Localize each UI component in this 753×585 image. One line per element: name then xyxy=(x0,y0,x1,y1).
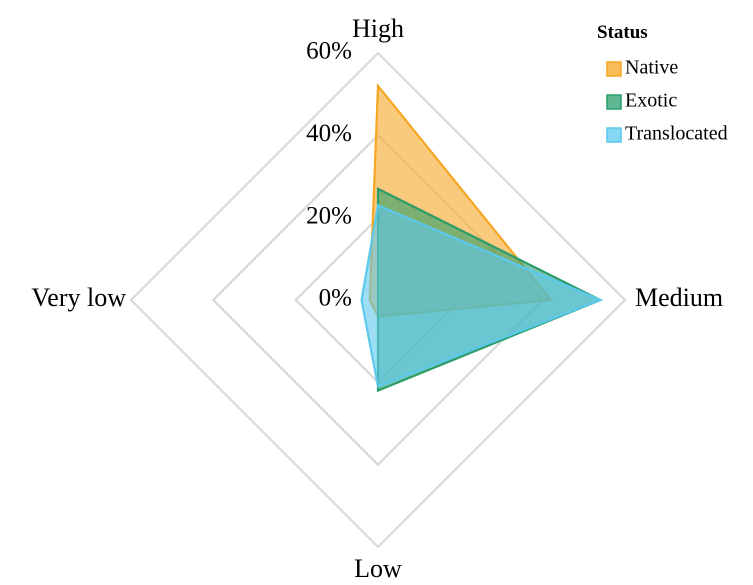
axis-label-low: Low xyxy=(354,554,402,583)
legend-title: Status xyxy=(597,22,648,43)
radar-series-layer xyxy=(360,82,604,393)
radial-tick-label: 20% xyxy=(306,202,352,229)
radial-tick-label: 60% xyxy=(306,38,352,65)
category-labels: High Medium Low Very low xyxy=(31,14,723,583)
legend-swatch-native xyxy=(606,61,622,77)
legend-swatch-exotic xyxy=(606,94,622,110)
axis-label-high: High xyxy=(352,14,404,43)
legend-label-native: Native xyxy=(625,57,678,79)
radial-tick-label: 40% xyxy=(306,120,352,147)
legend-swatch-translocated xyxy=(606,127,622,143)
axis-label-medium: Medium xyxy=(635,283,723,312)
axis-label-very-low: Very low xyxy=(31,283,126,312)
radial-tick-label: 0% xyxy=(319,285,352,312)
radial-tick-labels: 0% 20% 40% 60% xyxy=(306,38,352,312)
grid-ring-60 xyxy=(129,51,627,549)
series-area-translocated xyxy=(360,203,604,388)
legend-label-translocated: Translocated xyxy=(625,123,728,145)
legend: Status Native Exotic Translocated xyxy=(597,22,728,145)
legend-label-exotic: Exotic xyxy=(625,90,677,112)
